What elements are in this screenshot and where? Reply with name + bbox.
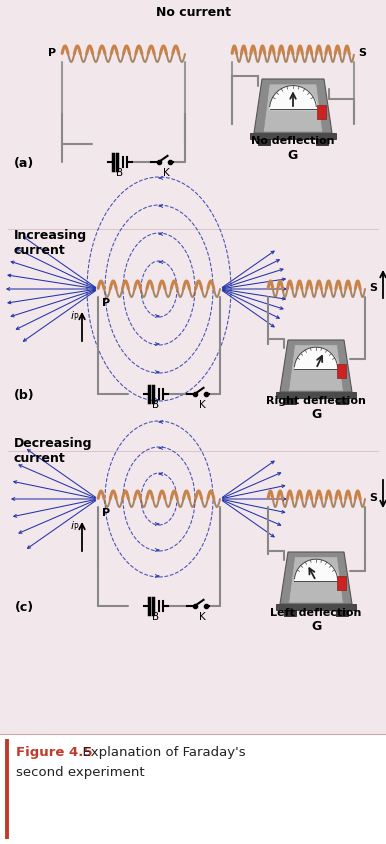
Polygon shape	[276, 604, 356, 610]
Text: Explanation of Faraday's: Explanation of Faraday's	[74, 746, 245, 759]
Text: Right deflection: Right deflection	[266, 396, 366, 406]
Text: K: K	[199, 400, 205, 410]
Polygon shape	[250, 133, 336, 139]
Polygon shape	[280, 340, 352, 392]
Text: No deflection: No deflection	[251, 136, 335, 146]
Text: current: current	[14, 452, 66, 466]
Text: P: P	[102, 508, 110, 518]
Text: G: G	[311, 620, 321, 633]
Bar	[337, 398, 349, 404]
Bar	[316, 139, 328, 145]
Text: S: S	[369, 493, 377, 503]
Text: B: B	[117, 168, 124, 178]
Text: Decreasing: Decreasing	[14, 437, 93, 451]
Text: G: G	[288, 149, 298, 162]
Text: No current: No current	[156, 6, 230, 19]
Polygon shape	[254, 79, 332, 133]
Text: Figure 4.5: Figure 4.5	[16, 746, 93, 759]
Text: Increasing: Increasing	[14, 230, 87, 242]
Text: B: B	[152, 612, 159, 622]
Text: K: K	[163, 168, 169, 178]
Text: second experiment: second experiment	[16, 766, 145, 779]
Text: (c): (c)	[14, 601, 34, 614]
Bar	[284, 398, 296, 404]
Text: K: K	[199, 612, 205, 622]
Bar	[284, 610, 296, 616]
Polygon shape	[289, 557, 344, 603]
Text: $i_{\rm P}$: $i_{\rm P}$	[70, 519, 80, 533]
Bar	[317, 105, 326, 119]
Polygon shape	[280, 552, 352, 604]
Text: G: G	[311, 408, 321, 421]
Polygon shape	[263, 84, 323, 132]
Text: S: S	[369, 283, 377, 293]
Text: P: P	[48, 48, 56, 58]
Text: (a): (a)	[14, 157, 34, 170]
Text: B: B	[152, 400, 159, 410]
Text: P: P	[102, 298, 110, 308]
Text: S: S	[358, 48, 366, 58]
Text: $i_{\rm P}$: $i_{\rm P}$	[70, 309, 80, 322]
Text: Left deflection: Left deflection	[270, 608, 362, 618]
Text: (b): (b)	[14, 389, 34, 402]
Bar	[0, 734, 386, 844]
Polygon shape	[289, 345, 344, 391]
Bar	[337, 576, 346, 591]
Bar	[258, 139, 270, 145]
Polygon shape	[276, 392, 356, 398]
Bar	[337, 365, 346, 378]
Text: current: current	[14, 245, 66, 257]
Bar	[337, 610, 349, 616]
